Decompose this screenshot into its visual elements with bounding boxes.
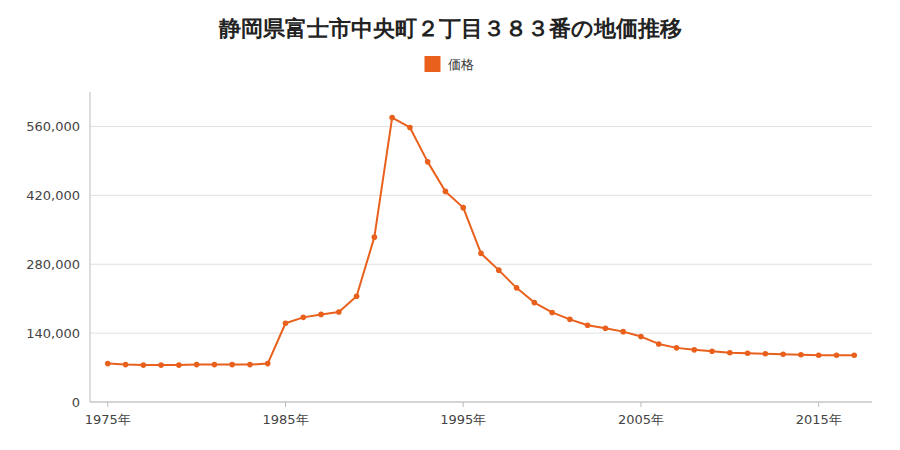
point-marker	[496, 267, 502, 273]
chart-container: 静岡県富士市中央町２丁目３８３番の地価推移 0 140,000 280,000 420,…	[0, 0, 900, 450]
point-marker	[123, 362, 129, 368]
point-marker	[460, 205, 466, 211]
point-marker	[585, 322, 591, 328]
point-marker	[727, 350, 733, 356]
x-tick	[818, 402, 819, 407]
y-tick-label: 280,000	[26, 257, 80, 272]
background	[0, 0, 900, 450]
point-marker	[851, 352, 857, 358]
point-marker	[425, 159, 431, 165]
grid-line	[90, 402, 872, 403]
legend-swatch	[425, 56, 441, 72]
grid	[90, 126, 872, 402]
point-marker	[389, 115, 395, 121]
chart-svg: 静岡県富士市中央町２丁目３８３番の地価推移 0 140,000 280,000 420,…	[0, 0, 900, 450]
point-marker	[816, 352, 822, 358]
grid-line	[90, 126, 872, 127]
point-marker	[194, 362, 200, 368]
point-marker	[247, 362, 253, 368]
legend-label: 価格	[448, 57, 474, 72]
point-marker	[158, 362, 164, 368]
y-axis: 0 140,000 280,000 420,000 560,000	[26, 92, 90, 410]
point-marker	[638, 334, 644, 340]
title: 静岡県富士市中央町２丁目３８３番の地価推移	[218, 16, 682, 41]
x-tick-label: 2015年	[796, 412, 842, 427]
y-axis-line	[90, 92, 91, 402]
y-tick-label: 560,000	[26, 119, 80, 134]
point-marker	[709, 349, 715, 355]
y-tick-label: 140,000	[26, 326, 80, 341]
x-tick	[463, 402, 464, 407]
point-marker	[674, 345, 680, 351]
grid-line	[90, 195, 872, 196]
x-tick-label: 1995年	[440, 412, 486, 427]
point-marker	[141, 362, 147, 368]
point-marker	[478, 251, 484, 257]
point-marker	[300, 315, 306, 321]
x-axis-line	[90, 402, 872, 403]
point-marker	[514, 285, 520, 291]
point-marker	[532, 300, 538, 306]
y-tick-label: 0	[72, 395, 80, 410]
point-marker	[407, 125, 413, 131]
point-marker	[176, 362, 182, 368]
point-marker	[283, 320, 289, 326]
legend: 価格	[425, 56, 474, 72]
point-marker	[354, 293, 360, 299]
plot-area	[105, 115, 857, 368]
point-marker	[834, 352, 840, 358]
point-marker	[745, 350, 751, 356]
point-marker	[318, 312, 324, 318]
point-marker	[229, 362, 235, 368]
point-marker	[105, 361, 111, 367]
point-marker	[265, 361, 271, 367]
point-marker	[763, 351, 769, 357]
x-tick	[640, 402, 641, 407]
series-line	[108, 118, 854, 366]
point-marker	[549, 310, 555, 316]
grid-line	[90, 264, 872, 265]
point-marker	[212, 362, 218, 368]
point-marker	[656, 341, 662, 347]
y-tick-label: 420,000	[26, 188, 80, 203]
point-marker	[567, 317, 573, 323]
grid-line	[90, 333, 872, 334]
point-marker	[691, 347, 697, 353]
point-marker	[798, 352, 804, 358]
x-tick-label: 1975年	[85, 412, 131, 427]
x-tick-label: 2005年	[618, 412, 664, 427]
point-marker	[620, 329, 626, 335]
point-marker	[372, 234, 378, 240]
point-marker	[780, 351, 786, 357]
x-tick	[285, 402, 286, 407]
point-marker	[443, 189, 449, 195]
x-tick-label: 1985年	[262, 412, 308, 427]
x-axis: 1975年 1985年 1995年 2005年 2015年	[85, 402, 872, 427]
point-marker	[336, 309, 342, 315]
point-marker	[603, 325, 609, 331]
x-tick	[107, 402, 108, 407]
